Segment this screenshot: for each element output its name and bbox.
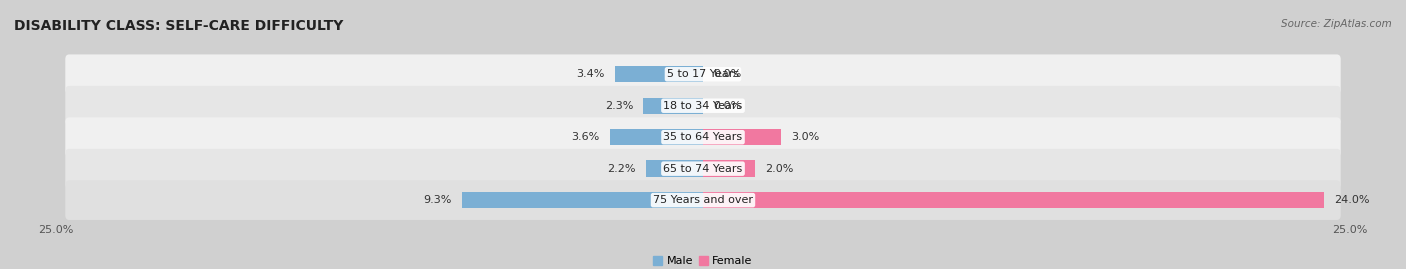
Text: 18 to 34 Years: 18 to 34 Years — [664, 101, 742, 111]
Text: DISABILITY CLASS: SELF-CARE DIFFICULTY: DISABILITY CLASS: SELF-CARE DIFFICULTY — [14, 19, 343, 33]
Text: 3.0%: 3.0% — [792, 132, 820, 142]
Text: 9.3%: 9.3% — [423, 195, 453, 205]
Bar — [703, 129, 780, 145]
Text: 0.0%: 0.0% — [713, 69, 741, 79]
FancyBboxPatch shape — [65, 54, 1341, 94]
Text: 5 to 17 Years: 5 to 17 Years — [666, 69, 740, 79]
Text: 35 to 64 Years: 35 to 64 Years — [664, 132, 742, 142]
Bar — [644, 98, 703, 114]
Text: 2.3%: 2.3% — [605, 101, 633, 111]
Bar — [463, 192, 703, 208]
Bar — [647, 161, 703, 177]
FancyBboxPatch shape — [65, 117, 1341, 157]
Text: 3.6%: 3.6% — [571, 132, 599, 142]
FancyBboxPatch shape — [65, 149, 1341, 189]
Text: Source: ZipAtlas.com: Source: ZipAtlas.com — [1281, 19, 1392, 29]
Bar — [703, 192, 1324, 208]
Text: 24.0%: 24.0% — [1334, 195, 1369, 205]
Text: 2.0%: 2.0% — [765, 164, 793, 174]
Text: 65 to 74 Years: 65 to 74 Years — [664, 164, 742, 174]
Text: 3.4%: 3.4% — [576, 69, 605, 79]
Bar — [610, 129, 703, 145]
Text: 2.2%: 2.2% — [607, 164, 636, 174]
Text: 75 Years and over: 75 Years and over — [652, 195, 754, 205]
FancyBboxPatch shape — [65, 86, 1341, 126]
FancyBboxPatch shape — [65, 180, 1341, 220]
Legend: Male, Female: Male, Female — [651, 253, 755, 268]
Bar — [614, 66, 703, 82]
Bar — [703, 161, 755, 177]
Text: 0.0%: 0.0% — [713, 101, 741, 111]
